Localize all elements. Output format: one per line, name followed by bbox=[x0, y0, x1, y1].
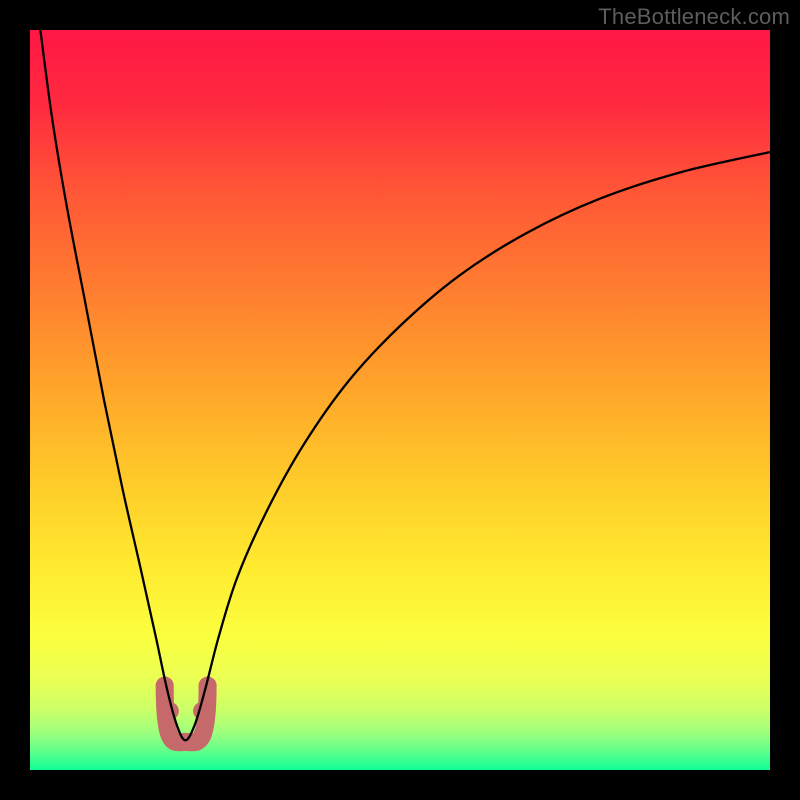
chart-stage: TheBottleneck.com bbox=[0, 0, 800, 800]
gradient-background bbox=[30, 30, 770, 770]
plot-svg bbox=[0, 0, 800, 800]
plot-area bbox=[30, 30, 770, 770]
